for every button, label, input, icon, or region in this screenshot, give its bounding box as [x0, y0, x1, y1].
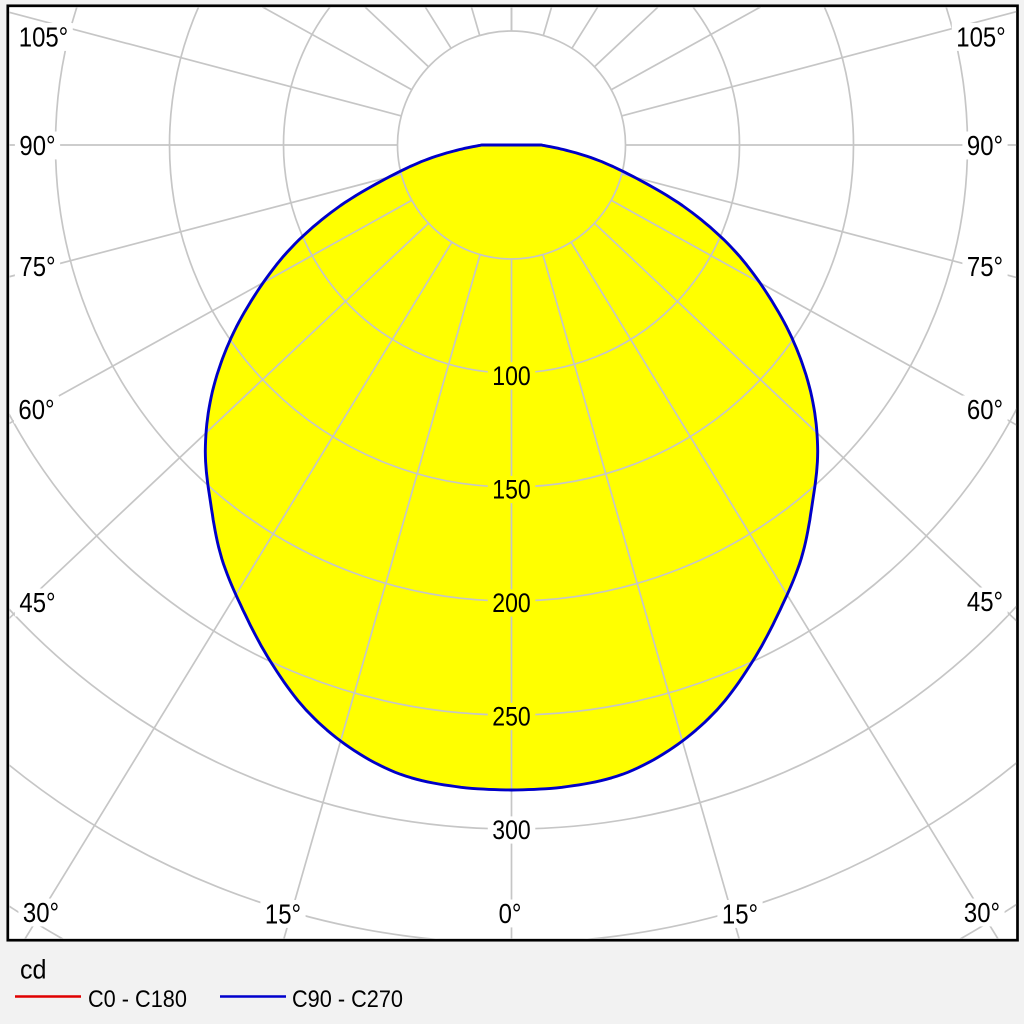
- svg-text:30°: 30°: [23, 899, 59, 929]
- svg-text:C90 - C270: C90 - C270: [292, 985, 403, 1012]
- svg-text:100: 100: [492, 363, 530, 392]
- svg-text:150: 150: [492, 476, 530, 505]
- svg-text:45°: 45°: [967, 588, 1003, 618]
- svg-text:250: 250: [492, 703, 530, 732]
- svg-text:30°: 30°: [964, 899, 1000, 929]
- svg-text:15°: 15°: [265, 900, 301, 930]
- svg-text:105°: 105°: [19, 23, 68, 53]
- svg-text:200: 200: [492, 590, 530, 619]
- svg-text:75°: 75°: [19, 253, 55, 283]
- svg-text:60°: 60°: [967, 396, 1003, 426]
- svg-text:C0 - C180: C0 - C180: [88, 985, 187, 1012]
- svg-text:90°: 90°: [967, 132, 1003, 162]
- svg-text:15°: 15°: [722, 900, 758, 930]
- svg-text:0°: 0°: [499, 900, 522, 930]
- svg-text:cd: cd: [20, 954, 47, 985]
- svg-text:45°: 45°: [19, 589, 55, 619]
- svg-text:75°: 75°: [967, 253, 1003, 283]
- svg-text:60°: 60°: [18, 396, 54, 426]
- svg-text:90°: 90°: [19, 132, 55, 162]
- svg-text:105°: 105°: [956, 23, 1005, 53]
- svg-text:300: 300: [492, 817, 530, 846]
